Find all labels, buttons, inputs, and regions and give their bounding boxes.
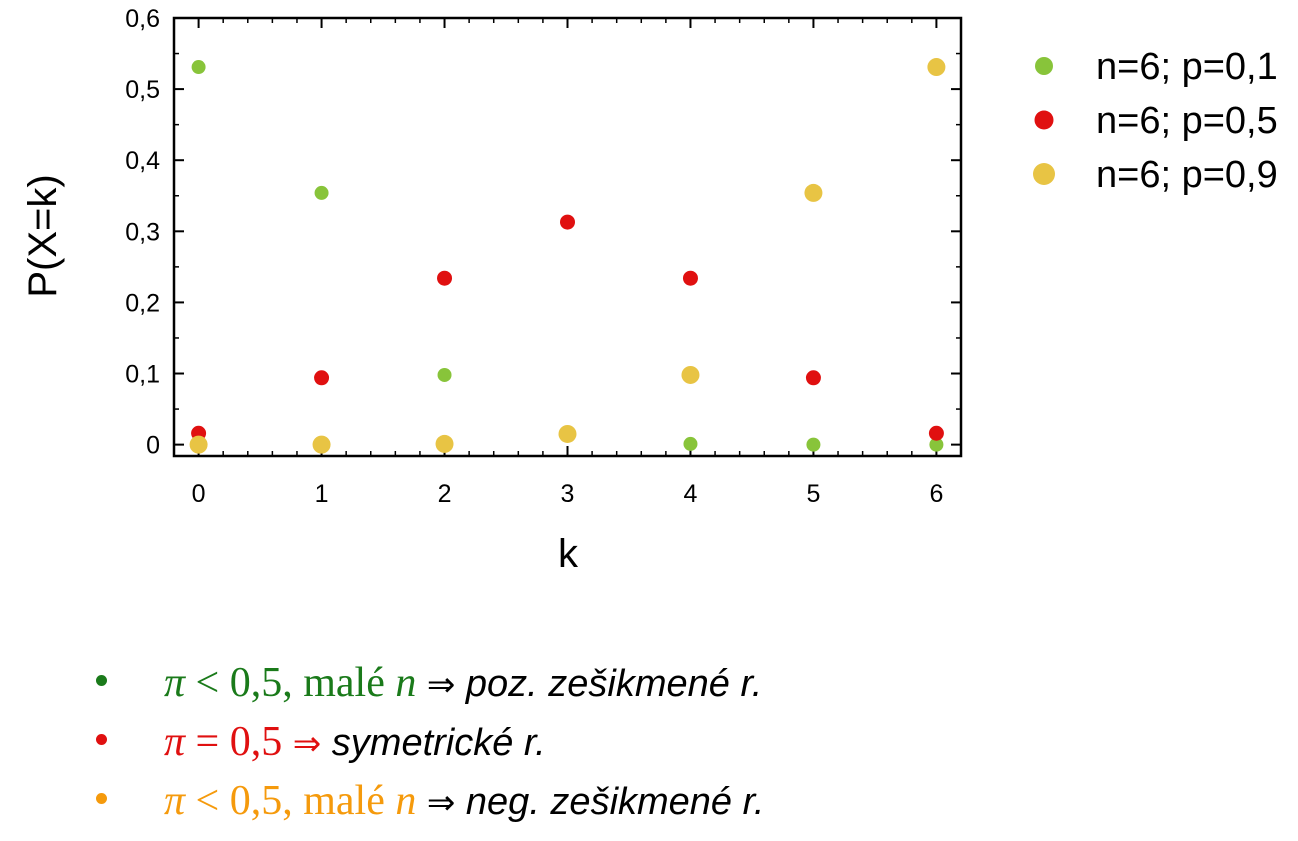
y-axis-label: P(X=k) <box>21 174 65 297</box>
legend-label: n=6; p=0,9 <box>1096 154 1278 196</box>
bullet-dot <box>96 793 107 804</box>
data-point <box>681 365 700 384</box>
data-point <box>437 367 452 382</box>
bullet-dot <box>96 734 107 745</box>
bullet-formula: π < 0,5, malé n ⇒ neg. zešikmené r. <box>164 777 764 825</box>
math-relation: = <box>185 719 230 765</box>
data-point <box>314 370 330 386</box>
data-point <box>560 214 575 230</box>
math-value: 0,5 <box>229 719 283 765</box>
plot-border <box>172 16 963 458</box>
plot-frame <box>172 16 963 458</box>
bullet-text: neg. zešikmené r. <box>455 781 765 823</box>
y-tick-label: 0 <box>146 432 160 460</box>
data-point <box>927 58 946 77</box>
y-tick-label: 0,2 <box>125 289 160 317</box>
math-relation: < <box>185 660 230 706</box>
bullet-formula: π < 0,5, malé n ⇒ poz. zešikmené r. <box>164 659 762 707</box>
series-1 <box>191 60 944 452</box>
data-point <box>558 424 577 443</box>
y-tick-label: 0,4 <box>125 147 160 175</box>
data-point <box>437 270 453 286</box>
x-tick-label: 0 <box>192 480 206 508</box>
data-point <box>929 437 944 452</box>
data-point <box>314 185 329 200</box>
math-n: n <box>395 778 417 824</box>
x-tick-label: 2 <box>438 480 452 508</box>
x-tick-label: 6 <box>929 480 943 508</box>
y-tick-label: 0,5 <box>125 76 160 104</box>
implies-arrow: ⇒ <box>426 665 456 705</box>
implies-arrow: ⇒ <box>292 724 322 764</box>
series-2 <box>191 214 944 441</box>
data-points <box>189 58 946 454</box>
scatter-chart: 0 1 2 3 4 5 6 0 0,1 0,2 0,3 0,4 0,5 0,6 k P(X=k) n=6… <box>21 5 1278 576</box>
bullet-formula: π = 0,5 ⇒ symetrické r. <box>164 718 546 766</box>
legend-marker <box>1034 110 1054 130</box>
data-point <box>805 370 821 386</box>
data-point <box>312 435 331 454</box>
y-tick-label: 0,3 <box>125 218 160 246</box>
data-point <box>683 436 698 451</box>
math-value: 0,5 <box>229 660 283 706</box>
data-point <box>189 435 208 454</box>
math-n: n <box>395 660 417 706</box>
x-tick-label: 5 <box>806 480 820 508</box>
data-point <box>804 183 823 202</box>
math-pi: π <box>164 778 186 824</box>
math-value: 0,5 <box>229 778 283 824</box>
x-tick-label: 3 <box>561 480 575 508</box>
math-relation: < <box>185 778 230 824</box>
x-axis-label: k <box>558 532 579 576</box>
bullet-text: poz. zešikmené r. <box>455 663 763 705</box>
math-pi: π <box>164 660 186 706</box>
legend-marker <box>1035 57 1053 75</box>
y-tick-label: 0,6 <box>125 5 160 33</box>
legend: n=6; p=0,1 n=6; p=0,5 n=6; p=0,9 <box>1033 46 1278 196</box>
legend-label: n=6; p=0,1 <box>1096 46 1278 88</box>
data-point <box>191 60 206 75</box>
math-tail: , malé <box>282 660 396 706</box>
data-point <box>928 425 944 441</box>
y-axis: 0 0,1 0,2 0,3 0,4 0,5 0,6 <box>125 5 961 460</box>
legend-marker <box>1033 163 1055 185</box>
data-point <box>682 270 698 286</box>
series-3 <box>189 58 946 454</box>
data-point <box>806 437 821 452</box>
bullet-dot <box>96 675 107 686</box>
bullet-text: symetrické r. <box>321 722 546 764</box>
x-tick-label: 4 <box>684 480 698 508</box>
math-pi: π <box>164 719 186 765</box>
implies-arrow: ⇒ <box>426 783 456 823</box>
x-tick-label: 1 <box>315 480 329 508</box>
data-point <box>435 434 454 453</box>
y-tick-label: 0,1 <box>125 361 160 389</box>
legend-label: n=6; p=0,5 <box>1096 100 1278 142</box>
math-tail: , malé <box>282 778 396 824</box>
